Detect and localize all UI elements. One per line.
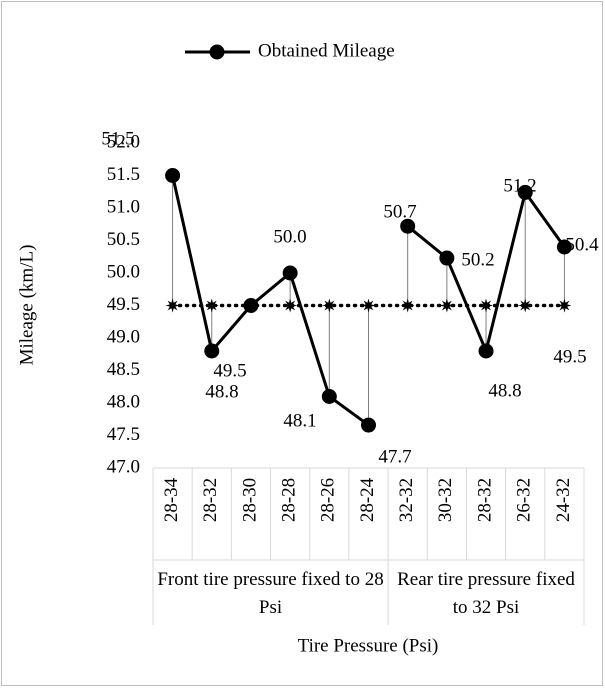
baseline-marker — [165, 298, 180, 313]
data-point — [400, 218, 416, 234]
baseline-marker — [283, 298, 298, 313]
data-point — [165, 168, 181, 183]
data-point — [439, 250, 455, 266]
y-axis-title: Mileage (km/L) — [16, 245, 37, 366]
x-tick-label: 28-24 — [357, 477, 378, 522]
data-label: 51.5 — [101, 128, 134, 149]
x-tick-label: 28-30 — [239, 478, 260, 522]
y-tick-label: 49.5 — [107, 294, 140, 315]
x-axis-title: Tire Pressure (Psi) — [298, 635, 439, 656]
data-label: 50.4 — [565, 234, 599, 255]
data-point — [517, 184, 533, 200]
legend-marker — [209, 44, 225, 60]
x-tick-label: 28-32 — [200, 478, 221, 522]
y-tick-label: 47.0 — [107, 456, 140, 477]
y-tick-label: 48.5 — [107, 359, 140, 380]
data-label: 47.7 — [378, 446, 411, 467]
x-tick-label: 28-26 — [318, 478, 339, 522]
data-label: 50.7 — [383, 201, 416, 222]
data-label: 49.5 — [553, 346, 586, 367]
y-tick-label: 47.5 — [107, 424, 140, 445]
baseline-marker — [204, 298, 219, 313]
data-point — [282, 265, 298, 281]
x-tick-label: 30-32 — [435, 478, 456, 522]
y-tick-label: 50.5 — [107, 229, 140, 250]
x-tick-label: 28-34 — [161, 477, 182, 522]
data-point — [361, 417, 376, 433]
group-label: Front tire pressure fixed to 28 Psi — [157, 569, 384, 618]
data-point — [556, 239, 572, 255]
data-label: 48.8 — [488, 380, 521, 401]
data-point — [321, 389, 337, 404]
baseline-marker — [479, 298, 493, 313]
group-label: Rear tire pressure fixed to 32 Psi — [397, 569, 575, 618]
y-tick-label: 50.0 — [107, 261, 140, 282]
data-point — [243, 298, 259, 313]
baseline-marker — [518, 298, 533, 313]
data-point — [478, 343, 494, 359]
y-tick-label: 48.0 — [107, 391, 140, 412]
x-tick-label: 32-32 — [396, 478, 417, 522]
y-tick-label: 51.0 — [107, 196, 140, 217]
baseline-marker — [322, 298, 337, 313]
baseline-marker — [557, 298, 572, 313]
data-label: 49.5 — [213, 360, 246, 381]
y-tick-label: 51.5 — [107, 164, 140, 185]
x-tick-label: 26-32 — [514, 478, 535, 522]
data-label: 48.8 — [205, 381, 238, 402]
x-tick-label: 28-32 — [474, 478, 495, 522]
x-tick-label: 28-28 — [278, 478, 299, 522]
data-line — [171, 174, 370, 427]
baseline-marker — [439, 298, 454, 313]
x-tick-label: 24-32 — [553, 478, 574, 522]
y-tick-label: 49.0 — [107, 326, 140, 347]
baseline-marker — [400, 298, 415, 313]
data-point — [204, 343, 220, 359]
legend-label: Obtained Mileage — [258, 40, 395, 61]
data-label: 50.0 — [273, 226, 306, 247]
y-tick-label: 52.0 — [107, 131, 140, 152]
data-label: 48.1 — [283, 410, 316, 431]
data-label: 50.2 — [461, 249, 494, 270]
data-label: 51.2 — [503, 175, 536, 196]
baseline-marker — [361, 298, 376, 313]
